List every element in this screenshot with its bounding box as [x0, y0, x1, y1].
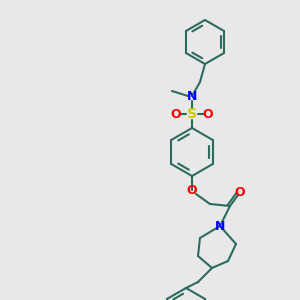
Text: S: S — [187, 107, 197, 121]
Text: N: N — [215, 220, 225, 232]
Text: O: O — [235, 185, 245, 199]
Text: O: O — [171, 107, 181, 121]
Text: O: O — [203, 107, 213, 121]
Text: O: O — [187, 184, 197, 196]
Text: N: N — [187, 89, 197, 103]
